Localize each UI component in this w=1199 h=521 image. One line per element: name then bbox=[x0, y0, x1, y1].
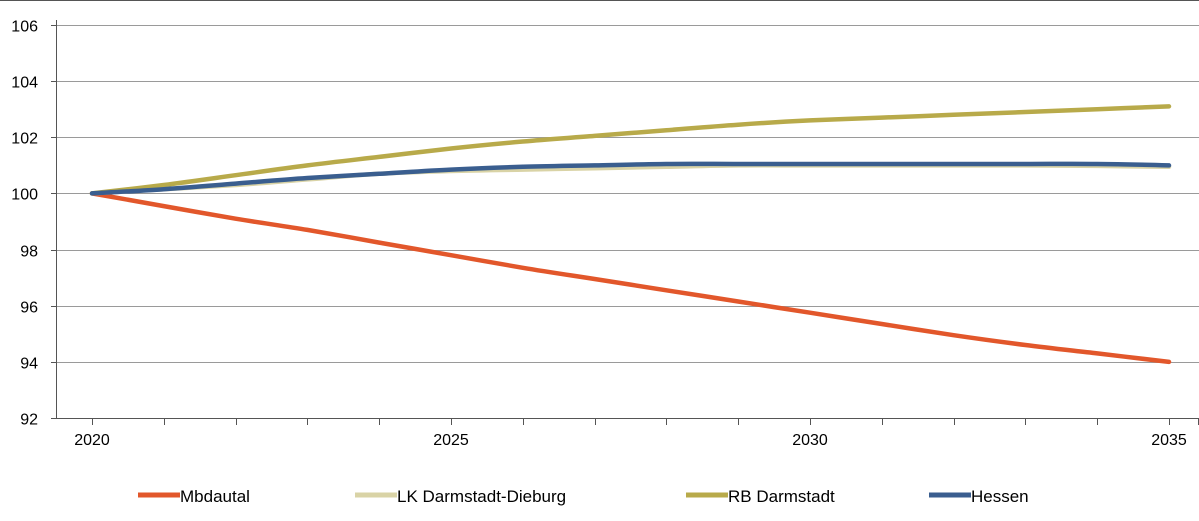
y-tick-label: 92 bbox=[20, 412, 38, 429]
tick-labels: 92 94 96 98 100 102 104 106 2020 2025 2030 2035 bbox=[11, 19, 1187, 450]
series-line-rb-darmstadt bbox=[89, 104, 1172, 196]
legend: Mbdautal LK Darmstadt-Dieburg RB Darmstadt… bbox=[138, 487, 1029, 506]
x-tick-label: 2020 bbox=[74, 432, 110, 449]
axes bbox=[0, 0, 1199, 425]
series-line-lk-darmstadt-dieburg bbox=[89, 163, 1172, 196]
legend-label-rb-darmstadt: RB Darmstadt bbox=[728, 487, 835, 506]
gridlines bbox=[56, 25, 1199, 363]
y-tick-label: 98 bbox=[20, 244, 38, 261]
y-tick-label: 96 bbox=[20, 300, 38, 317]
series-lines bbox=[89, 104, 1172, 365]
legend-label-lk-darmstadt-dieburg: LK Darmstadt-Dieburg bbox=[397, 487, 566, 506]
y-tick-label: 106 bbox=[11, 19, 38, 36]
legend-label-mbdautal: Mbdautal bbox=[180, 487, 250, 506]
legend-label-hessen: Hessen bbox=[971, 487, 1029, 506]
x-tick-label: 2025 bbox=[433, 432, 469, 449]
y-tick-label: 104 bbox=[11, 75, 38, 92]
x-tick-label: 2030 bbox=[792, 432, 828, 449]
y-tick-label: 100 bbox=[11, 187, 38, 204]
series-line-mbdautal bbox=[89, 191, 1172, 365]
series-line-hessen bbox=[89, 161, 1172, 196]
y-tick-label: 94 bbox=[20, 356, 38, 373]
y-tick-label: 102 bbox=[11, 131, 38, 148]
x-tick-label: 2035 bbox=[1151, 432, 1187, 449]
